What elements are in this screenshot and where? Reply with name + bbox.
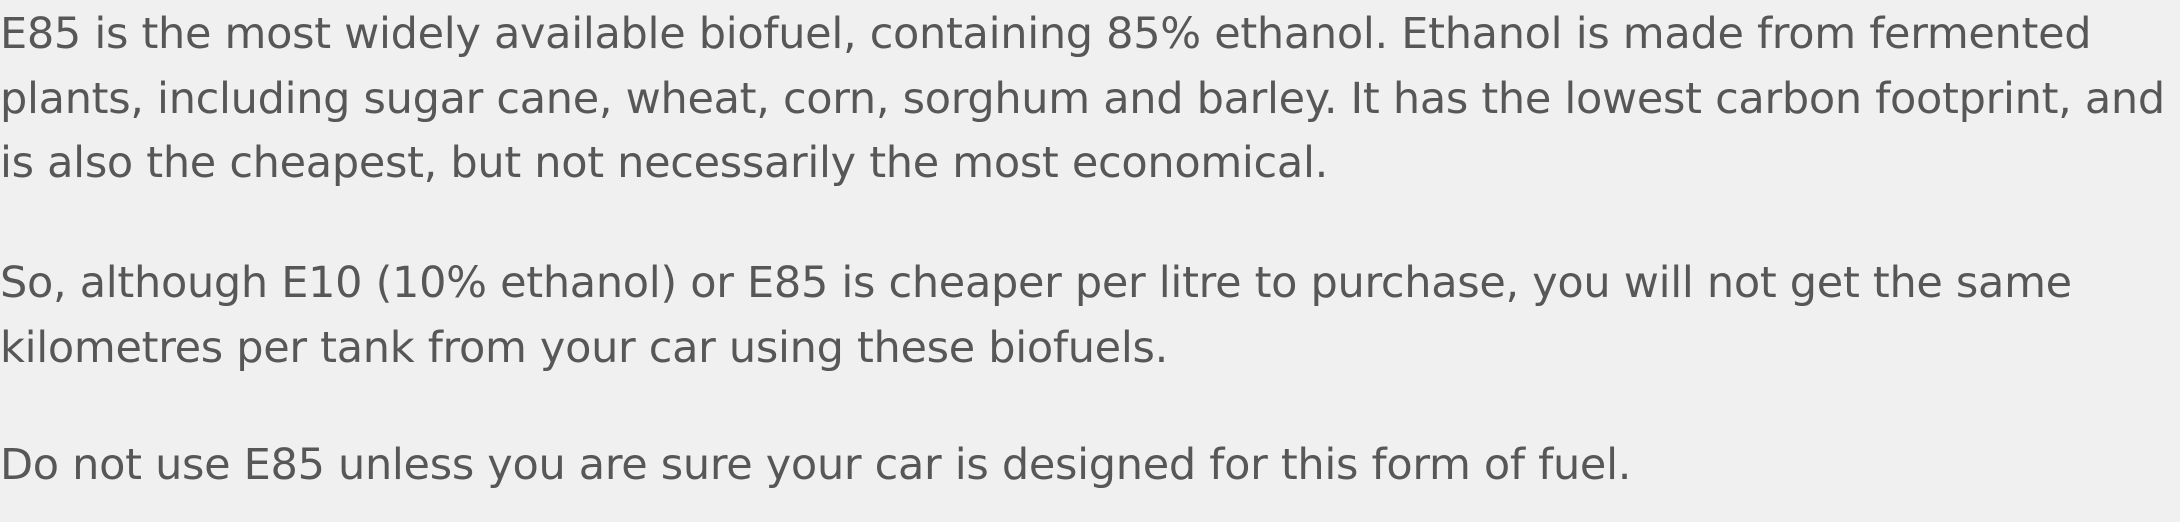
- paragraph-line: Do not use E85 unless you are sure your …: [0, 440, 1632, 490]
- paragraph-fuel-economy: So, although E10 (10% ethanol) or E85 is…: [0, 251, 2072, 380]
- paragraph-line: plants, including sugar cane, wheat, cor…: [0, 73, 2165, 124]
- paragraph-e85-warning: Do not use E85 unless you are sure your …: [0, 433, 1631, 498]
- paragraph-e85-overview: E85 is the most widely available biofuel…: [0, 2, 2165, 196]
- paragraph-line: E85 is the most widely available biofuel…: [0, 9, 2092, 59]
- paragraph-line: is also the cheapest, but not necessaril…: [0, 138, 1328, 188]
- paragraph-line: kilometres per tank from your car using …: [0, 322, 1168, 373]
- paragraph-line: So, although E10 (10% ethanol) or E85 is…: [0, 258, 2072, 308]
